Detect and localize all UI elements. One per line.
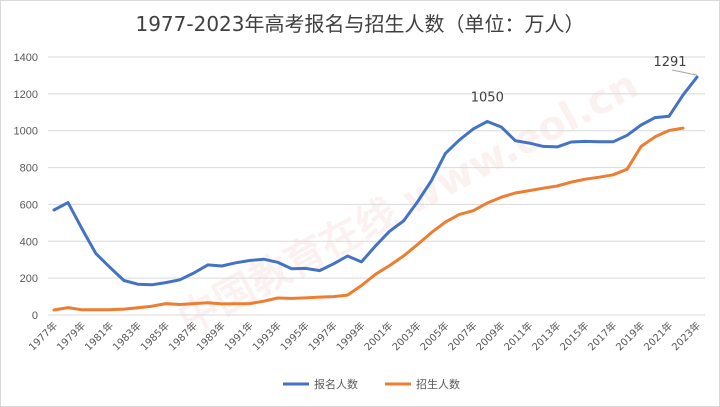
y-tick-label: 0 (32, 310, 38, 322)
chart-title: 1977-2023年高考报名与招生人数（单位：万人） (135, 12, 585, 36)
x-tick-label: 1981年 (82, 319, 116, 353)
y-tick-label: 600 (20, 199, 38, 211)
x-tick-label: 2017年 (585, 319, 619, 353)
legend-label: 招生人数 (416, 377, 460, 391)
y-tick-label: 1400 (14, 52, 38, 64)
series-line-admissions (52, 126, 685, 312)
x-tick-label: 2023年 (669, 319, 703, 353)
x-tick-label: 1979年 (54, 319, 88, 353)
x-tick-label: 1997年 (305, 319, 339, 353)
x-tick-label: 1993年 (250, 319, 284, 353)
legend-label: 报名人数 (314, 377, 358, 391)
y-tick-label: 400 (20, 236, 38, 248)
x-tick-label: 2011年 (501, 319, 535, 353)
x-tick-label: 1991年 (222, 319, 256, 353)
x-tick-label: 2009年 (473, 319, 507, 353)
x-tick-label: 2015年 (557, 319, 591, 353)
annotation-leader (671, 69, 698, 76)
x-tick-label: 2003年 (389, 319, 423, 353)
x-tick-label: 2007年 (445, 319, 479, 353)
x-tick-label: 1999年 (333, 319, 367, 353)
y-tick-label: 800 (20, 163, 38, 175)
x-tick-label: 1995年 (277, 319, 311, 353)
y-tick-label: 1200 (14, 89, 38, 101)
data-label: 1050 (471, 91, 504, 106)
y-tick-label: 200 (20, 273, 38, 285)
x-tick-label: 2019年 (613, 319, 647, 353)
x-tick-label: 1985年 (138, 319, 172, 353)
series-line-registrations (52, 75, 699, 287)
x-tick-label: 2021年 (641, 319, 675, 353)
x-tick-label: 1983年 (110, 319, 144, 353)
x-tick-label: 2001年 (361, 319, 395, 353)
data-label: 1291 (653, 55, 686, 70)
x-tick-label: 2013年 (529, 319, 563, 353)
y-tick-label: 1000 (14, 126, 38, 138)
x-tick-label: 1977年 (26, 319, 60, 353)
x-tick-label: 2005年 (417, 319, 451, 353)
x-tick-label: 1987年 (166, 319, 200, 353)
x-tick-label: 1989年 (194, 319, 228, 353)
